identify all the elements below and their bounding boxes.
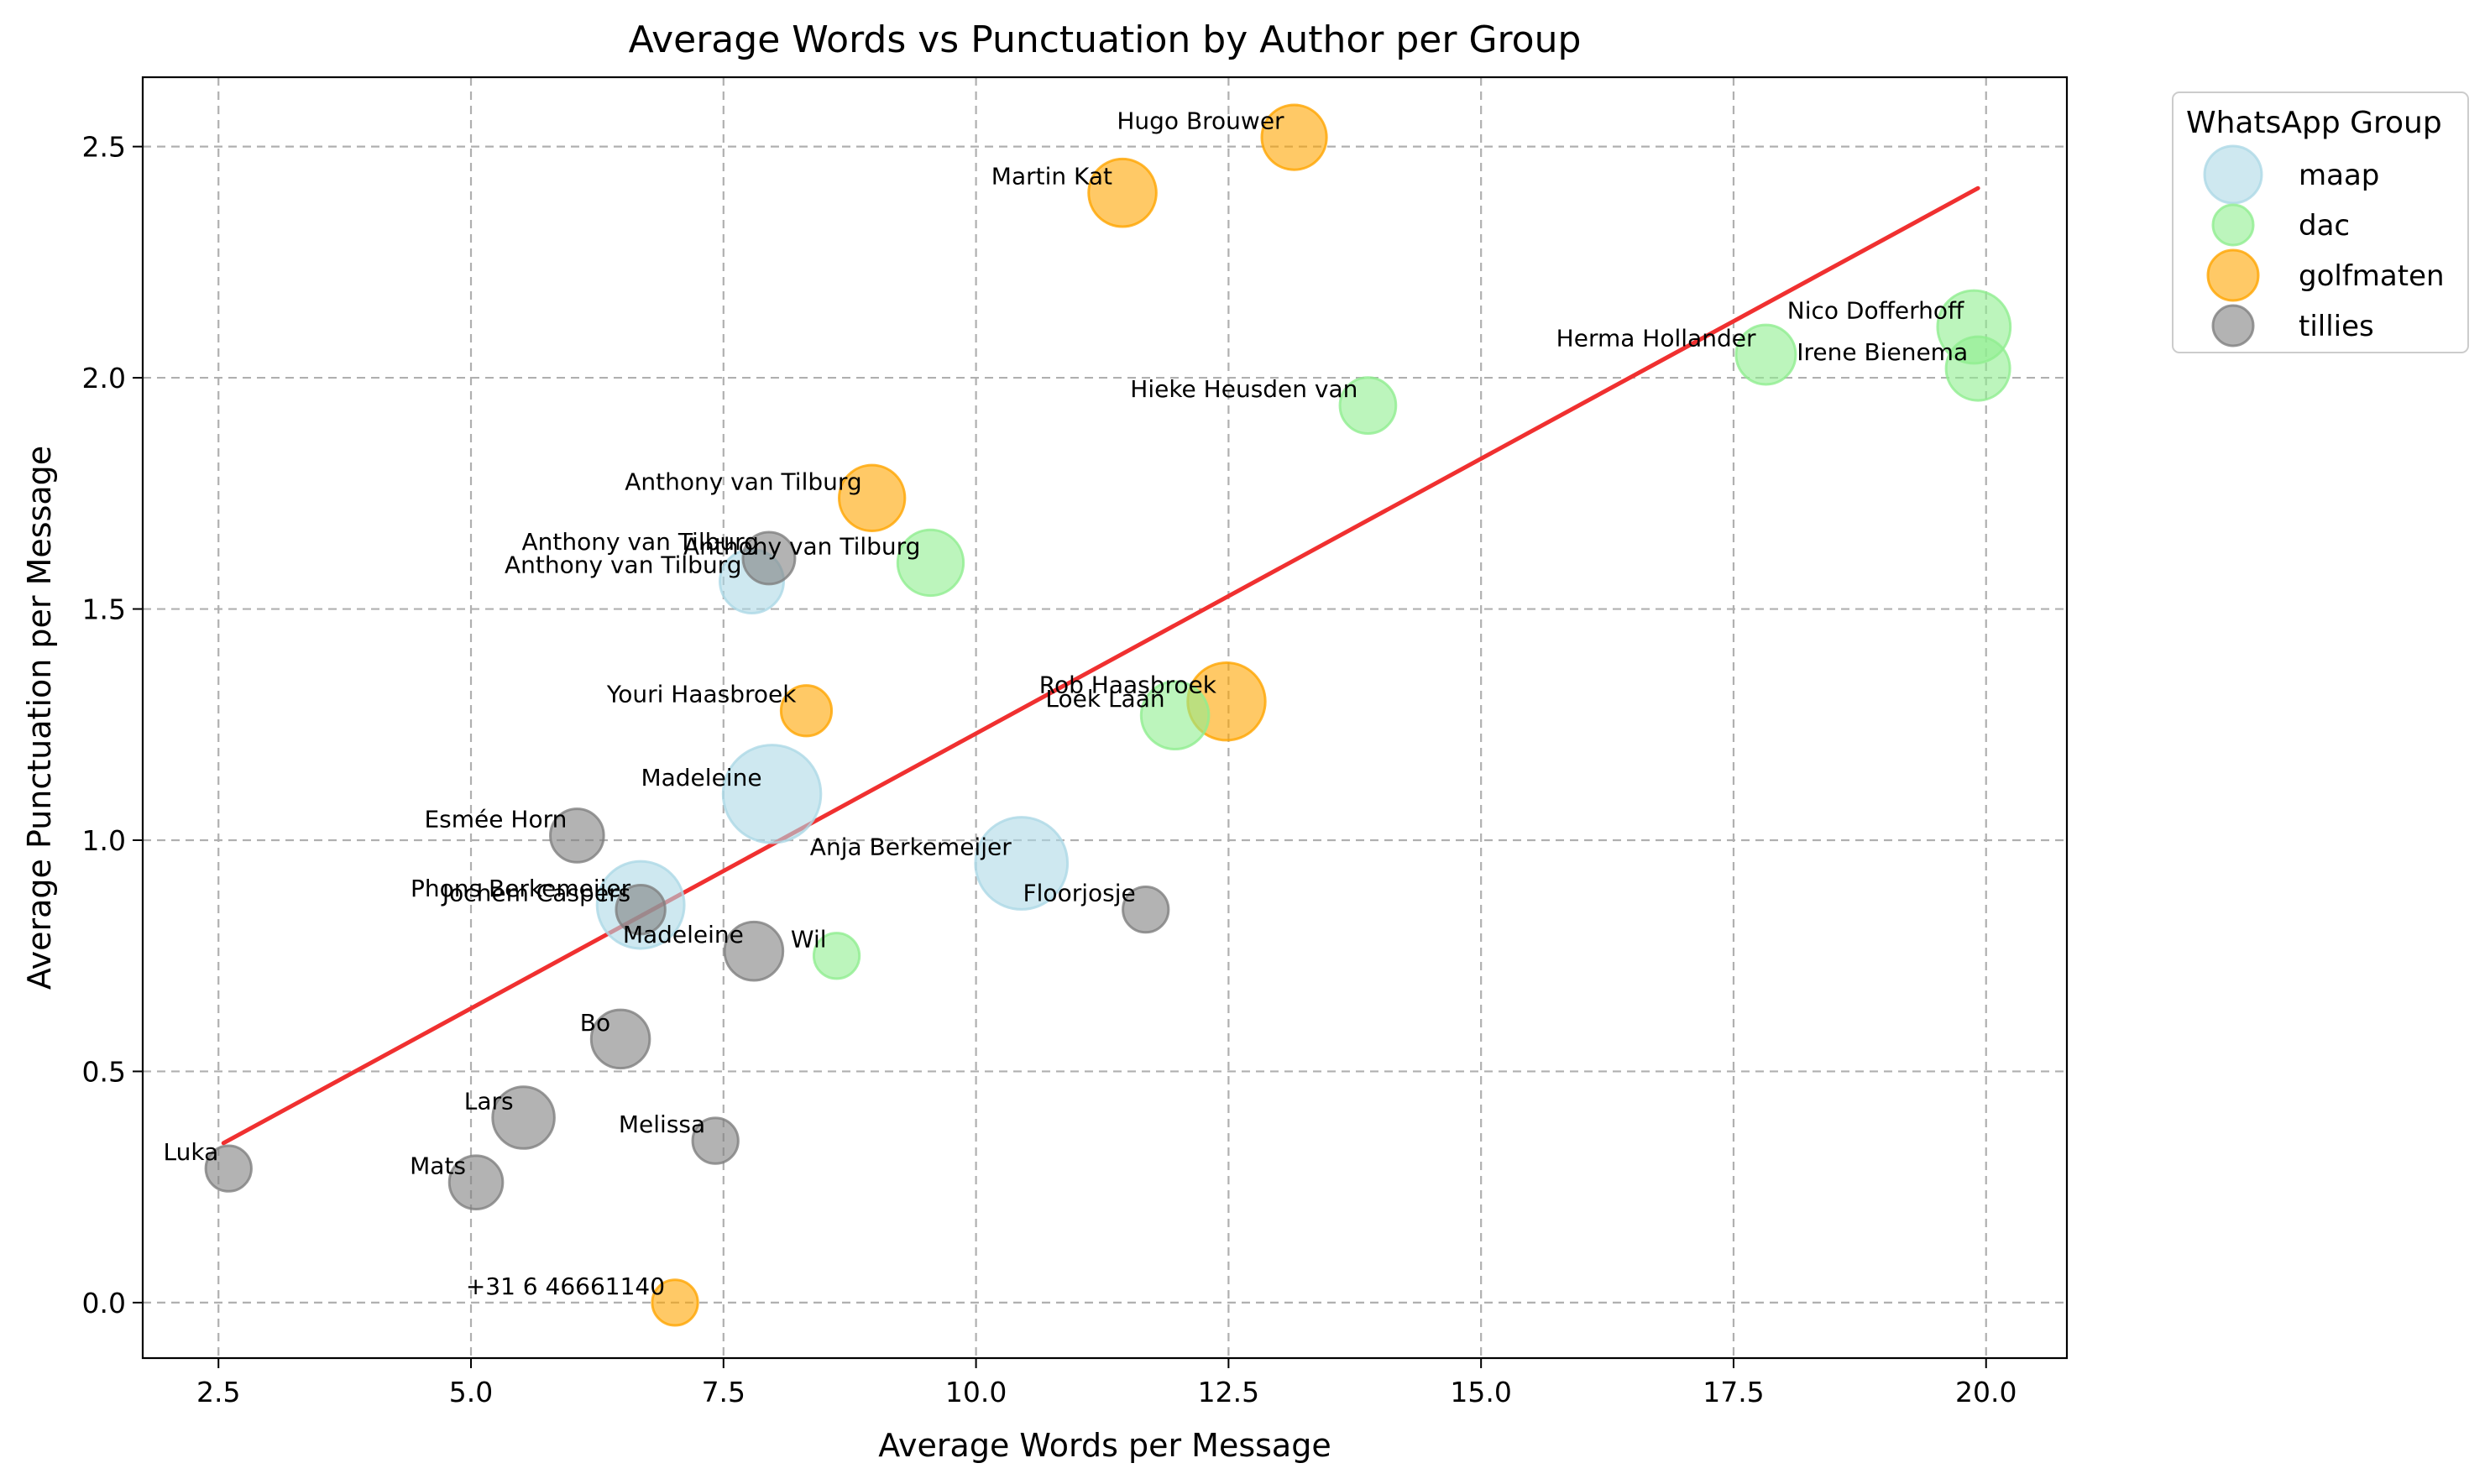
point-dac <box>1944 335 2011 402</box>
trendline-layer <box>221 186 1980 1146</box>
point-label: Madeleine <box>623 921 744 948</box>
point-label: Nico Dofferhoff <box>1787 296 1964 324</box>
point-golfmaten <box>1260 103 1328 171</box>
y-tick-label: 0.0 <box>82 1287 126 1319</box>
x-tick-label: 17.5 <box>1703 1376 1764 1408</box>
legend-marker-maap <box>2203 144 2263 205</box>
point-label: Anthony van Tilburg <box>505 551 741 578</box>
point-dac <box>896 528 965 598</box>
point-tillies <box>615 883 667 936</box>
point-label: Anthony van Tilburg <box>521 528 758 556</box>
legend-label-maap: maap <box>2299 159 2379 192</box>
x-tick-label: 7.5 <box>702 1376 745 1408</box>
legend-label-golfmaten: golfmaten <box>2299 259 2445 293</box>
y-tick-label: 2.5 <box>82 131 126 164</box>
x-tick-label: 2.5 <box>196 1376 240 1408</box>
point-label: Irene Bienema <box>1797 338 1968 366</box>
point-maap <box>721 744 823 844</box>
point-label: Anja Berkemeijer <box>810 833 1012 861</box>
point-tillies <box>549 807 605 864</box>
y-tick-label: 2.0 <box>82 362 126 395</box>
point-label: Mats <box>410 1152 466 1180</box>
point-label: Wil <box>791 926 827 954</box>
legend-label-dac: dac <box>2299 209 2350 243</box>
point-label: Anthony van Tilburg <box>625 468 861 495</box>
point-label: Hieke Heusden van <box>1130 375 1357 403</box>
point-golfmaten <box>779 684 834 738</box>
point-label: Luka <box>164 1138 219 1166</box>
x-tick-label: 15.0 <box>1450 1376 1511 1408</box>
point-tillies <box>491 1085 556 1150</box>
point-label: Bo <box>580 1009 610 1037</box>
legend-marker-golfmaten <box>2206 248 2260 302</box>
point-label: Lars <box>464 1088 514 1116</box>
point-label: Jochem Caspers <box>441 880 630 907</box>
point-label: Youri Haasbroek <box>606 681 797 708</box>
point-label: Floorjosje <box>1023 880 1136 907</box>
x-axis-label: Average Words per Message <box>878 1427 1331 1464</box>
y-tick-label: 0.5 <box>82 1055 126 1088</box>
point-tillies <box>447 1154 505 1210</box>
point-label: ⁨+31 6 46661140⁩ <box>466 1272 665 1300</box>
y-axis-label: Average Punctuation per Message <box>21 446 58 990</box>
x-tick-label: 10.0 <box>945 1376 1007 1408</box>
point-tillies <box>691 1116 740 1165</box>
point-golfmaten <box>838 463 907 532</box>
trendline <box>221 186 1980 1146</box>
point-label: Loek Laan <box>1045 685 1164 713</box>
point-labels-layer: Madeleine Anja Berkemeijer Phons Berkemeij… <box>164 107 1969 1300</box>
legend-marker-dac <box>2211 203 2255 247</box>
legend-items: maap dac golfmaten tillies <box>2203 144 2445 347</box>
point-dac <box>1139 680 1211 751</box>
point-label: Hugo Brouwer <box>1117 107 1284 135</box>
x-tick-label: 20.0 <box>1955 1376 2017 1408</box>
chart-title: Average Words vs Punctuation by Author p… <box>629 18 1582 61</box>
point-dac <box>1734 323 1797 386</box>
plot-frame <box>141 76 2069 1360</box>
point-label: Madeleine <box>641 764 761 792</box>
legend: WhatsApp Group maap dac golfmaten tillies <box>2172 91 2469 353</box>
point-dac <box>812 932 861 980</box>
point-label: Anthony van Tilburg <box>683 532 920 560</box>
point-golfmaten <box>1087 157 1158 228</box>
point-dac <box>1338 376 1398 435</box>
grid <box>143 77 2067 1358</box>
legend-marker-tillies <box>2211 304 2255 347</box>
x-tick-label: 5.0 <box>449 1376 493 1408</box>
point-tillies <box>741 530 797 586</box>
point-tillies <box>589 1008 651 1070</box>
point-tillies <box>204 1144 253 1193</box>
x-tick-label: 12.5 <box>1198 1376 1259 1408</box>
point-tillies <box>723 920 785 982</box>
point-label: Herma Hollander <box>1556 325 1756 353</box>
legend-title: WhatsApp Group <box>2186 106 2442 140</box>
legend-label-tillies: tillies <box>2299 310 2374 343</box>
y-tick-label: 1.0 <box>82 824 126 857</box>
point-label: Martin Kat <box>991 163 1112 191</box>
point-tillies <box>1122 885 1170 934</box>
point-label: Melissa <box>619 1110 705 1138</box>
point-golfmaten <box>651 1278 699 1327</box>
y-tick-label: 1.5 <box>82 593 126 626</box>
point-maap <box>974 816 1070 911</box>
point-label: Esmée Horn <box>424 805 567 833</box>
point-label: Rob Haasbroek <box>1039 671 1217 699</box>
points-layer <box>204 103 2012 1327</box>
axis-ticks: 2.5 5.0 7.5 10.0 12.5 15.0 17.5 20.0 0.0 0.5 1.0 1.… <box>82 131 2017 1408</box>
point-label: Phons Berkemeijer <box>411 875 631 902</box>
